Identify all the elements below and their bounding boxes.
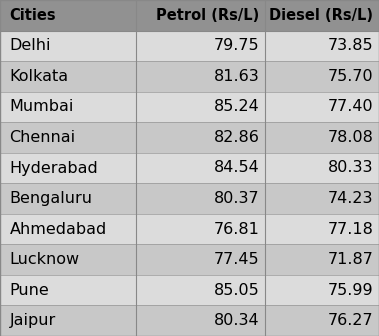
Bar [136, 214, 265, 244]
Text: 77.40: 77.40 [328, 99, 373, 115]
Text: 80.33: 80.33 [328, 161, 373, 175]
Text: Mumbai: Mumbai [9, 99, 74, 115]
Bar [0, 305, 136, 336]
Text: Diesel (Rs/L): Diesel (Rs/L) [269, 8, 373, 23]
Text: 74.23: 74.23 [328, 191, 373, 206]
Bar [0, 0, 136, 31]
Text: Lucknow: Lucknow [9, 252, 80, 267]
Bar [0, 244, 136, 275]
Bar [265, 0, 379, 31]
Text: 85.24: 85.24 [214, 99, 260, 115]
Text: Jaipur: Jaipur [9, 313, 56, 328]
Text: Cities: Cities [9, 8, 56, 23]
Text: Hyderabad: Hyderabad [9, 161, 98, 175]
Bar [136, 305, 265, 336]
Text: 71.87: 71.87 [327, 252, 373, 267]
Bar [265, 275, 379, 305]
Bar [0, 183, 136, 214]
Bar [265, 305, 379, 336]
Text: Kolkata: Kolkata [9, 69, 69, 84]
Text: 75.99: 75.99 [328, 283, 373, 298]
Bar [265, 122, 379, 153]
Bar [0, 92, 136, 122]
Bar [136, 92, 265, 122]
Bar [0, 122, 136, 153]
Text: 75.70: 75.70 [328, 69, 373, 84]
Bar [0, 275, 136, 305]
Text: 84.54: 84.54 [214, 161, 260, 175]
Bar [265, 183, 379, 214]
Bar [265, 61, 379, 92]
Text: Bengaluru: Bengaluru [9, 191, 92, 206]
Bar [0, 61, 136, 92]
Bar [136, 183, 265, 214]
Bar [136, 275, 265, 305]
Text: 76.27: 76.27 [328, 313, 373, 328]
Bar [136, 153, 265, 183]
Bar [265, 92, 379, 122]
Text: 85.05: 85.05 [214, 283, 260, 298]
Bar [136, 61, 265, 92]
Text: 77.45: 77.45 [214, 252, 260, 267]
Text: Petrol (Rs/L): Petrol (Rs/L) [157, 8, 260, 23]
Bar [0, 31, 136, 61]
Text: 76.81: 76.81 [214, 221, 260, 237]
Text: 80.37: 80.37 [214, 191, 260, 206]
Text: 77.18: 77.18 [327, 221, 373, 237]
Bar [136, 31, 265, 61]
Bar [265, 153, 379, 183]
Text: Pune: Pune [9, 283, 49, 298]
Bar [265, 214, 379, 244]
Bar [136, 122, 265, 153]
Text: Ahmedabad: Ahmedabad [9, 221, 107, 237]
Text: 80.34: 80.34 [214, 313, 260, 328]
Bar [265, 31, 379, 61]
Bar [136, 244, 265, 275]
Text: 81.63: 81.63 [214, 69, 260, 84]
Text: 73.85: 73.85 [328, 38, 373, 53]
Text: 79.75: 79.75 [214, 38, 260, 53]
Bar [136, 0, 265, 31]
Text: Chennai: Chennai [9, 130, 75, 145]
Bar [0, 214, 136, 244]
Text: Delhi: Delhi [9, 38, 51, 53]
Bar [265, 244, 379, 275]
Text: 82.86: 82.86 [214, 130, 260, 145]
Bar [0, 153, 136, 183]
Text: 78.08: 78.08 [327, 130, 373, 145]
